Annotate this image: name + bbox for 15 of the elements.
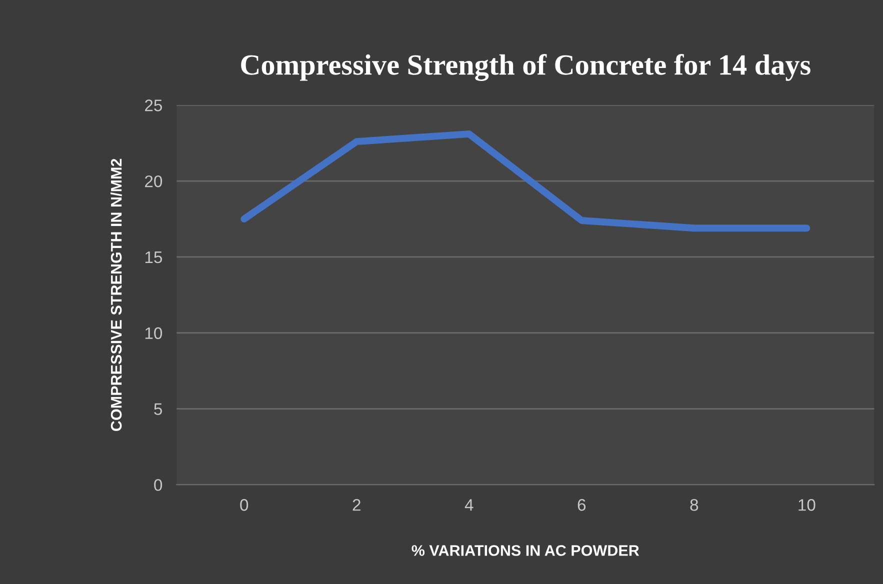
y-axis-title: COMPRESSIVE STRENGTH IN N/MM2 <box>110 158 122 431</box>
x-tick-label: 8 <box>690 499 698 511</box>
y-tick-label: 5 <box>154 403 162 416</box>
x-tick-label: 0 <box>240 499 248 511</box>
y-tick-label: 0 <box>154 479 162 491</box>
y-tick-label: 15 <box>145 252 162 264</box>
y-tick-label: 20 <box>145 175 162 188</box>
x-tick-label: 4 <box>464 499 474 511</box>
chart-title: Compressive Strength of Concrete for 14 days <box>241 54 810 82</box>
x-tick-label: 6 <box>578 499 586 511</box>
y-tick-label: 10 <box>145 327 162 340</box>
x-tick-label: 10 <box>798 499 816 511</box>
x-tick-label: 2 <box>352 499 360 511</box>
y-tick-label: 25 <box>145 100 162 112</box>
x-axis-title: % VARIATIONS IN AC POWDER <box>412 545 640 556</box>
